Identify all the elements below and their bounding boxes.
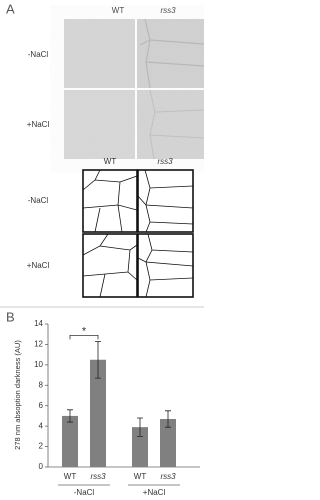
group-label: -NaCl <box>74 488 95 497</box>
significance-mark: * <box>82 325 87 337</box>
y-tick-label: 6 <box>39 401 44 410</box>
y-tick-label: 4 <box>39 421 44 430</box>
bar <box>160 418 176 467</box>
group-label: +NaCl <box>143 488 166 497</box>
column-header: rss3 <box>157 157 173 166</box>
error-bar <box>137 417 143 437</box>
column-header: WT <box>104 157 117 166</box>
y-tick-label: 12 <box>34 340 43 349</box>
bar <box>90 359 106 467</box>
x-tick-label: rss3 <box>160 472 176 481</box>
bar-chart: 0 2 4 6 8 10 12 14 WT rss3 WT rss3 -NaCl +NaCl * <box>34 319 200 497</box>
page: {"panel_a": {"label": "A", "photo": {"co… <box>0 1 204 498</box>
x-tick-label: WT <box>64 472 77 481</box>
y-tick-label: 0 <box>39 462 44 471</box>
row-label: +NaCl <box>27 120 50 129</box>
x-tick-label: rss3 <box>90 472 106 481</box>
y-tick-label: 14 <box>34 319 43 328</box>
row-label: -NaCl <box>28 50 49 59</box>
y-axis-label: 278 nm absoption darkness (AU) <box>13 340 22 450</box>
bar <box>132 427 148 467</box>
significance-bracket <box>69 334 99 340</box>
panel-label: A <box>6 1 15 16</box>
error-bar <box>165 410 171 428</box>
error-bar <box>67 409 73 423</box>
column-header: WT <box>112 6 125 15</box>
y-tick-label: 10 <box>34 360 43 369</box>
photo-grid <box>64 18 204 160</box>
y-tick-label: 2 <box>39 442 44 451</box>
cell-diagram <box>82 169 194 298</box>
column-header: rss3 <box>160 6 176 15</box>
panel-label: B <box>6 309 15 324</box>
bar <box>62 415 78 467</box>
row-label: -NaCl <box>28 196 49 205</box>
y-tick-label: 8 <box>39 380 44 389</box>
figure: A WT rss3 -NaCl +NaCl WT rss3 -NaCl +NaC… <box>0 1 204 497</box>
row-label: +NaCl <box>27 261 50 270</box>
error-bar <box>95 340 101 379</box>
x-tick-label: WT <box>134 472 147 481</box>
